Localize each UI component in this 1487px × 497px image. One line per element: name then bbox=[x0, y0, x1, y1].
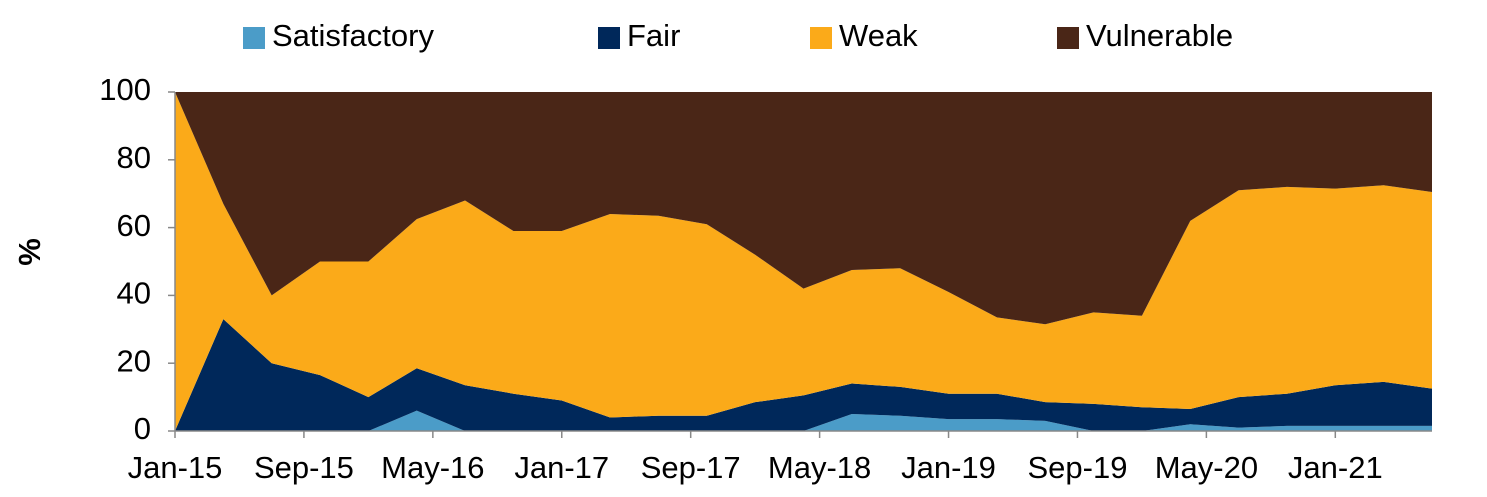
legend-label: Fair bbox=[627, 18, 680, 53]
x-tick-label: Jan-19 bbox=[901, 450, 996, 485]
y-tick-label: 60 bbox=[117, 208, 151, 243]
x-tick-label: May-16 bbox=[381, 450, 484, 485]
x-tick-label: Sep-15 bbox=[254, 450, 354, 485]
legend-swatch bbox=[598, 27, 620, 49]
legend-label: Vulnerable bbox=[1086, 18, 1233, 53]
y-tick-label: 80 bbox=[117, 140, 151, 175]
x-tick-label: Jan-15 bbox=[128, 450, 223, 485]
y-tick-label: 20 bbox=[117, 343, 151, 378]
x-tick-label: Jan-17 bbox=[514, 450, 609, 485]
area bbox=[175, 410, 1432, 431]
legend-label: Weak bbox=[839, 18, 918, 53]
area bbox=[175, 319, 1432, 431]
legend-swatch bbox=[1057, 27, 1079, 49]
x-tick-label: May-20 bbox=[1155, 450, 1258, 485]
y-tick-label: 0 bbox=[134, 411, 151, 446]
x-tick-label: May-18 bbox=[768, 450, 871, 485]
area bbox=[175, 92, 1432, 431]
y-axis-label: % bbox=[12, 238, 47, 266]
y-tick-label: 100 bbox=[99, 72, 151, 107]
legend-label: Satisfactory bbox=[272, 18, 434, 53]
legend-swatch bbox=[810, 27, 832, 49]
y-tick-label: 40 bbox=[117, 276, 151, 311]
x-tick-label: Jan-21 bbox=[1288, 450, 1383, 485]
x-tick-label: Sep-17 bbox=[641, 450, 741, 485]
legend-swatch bbox=[243, 27, 265, 49]
x-tick-label: Sep-19 bbox=[1027, 450, 1127, 485]
area bbox=[175, 92, 1432, 325]
